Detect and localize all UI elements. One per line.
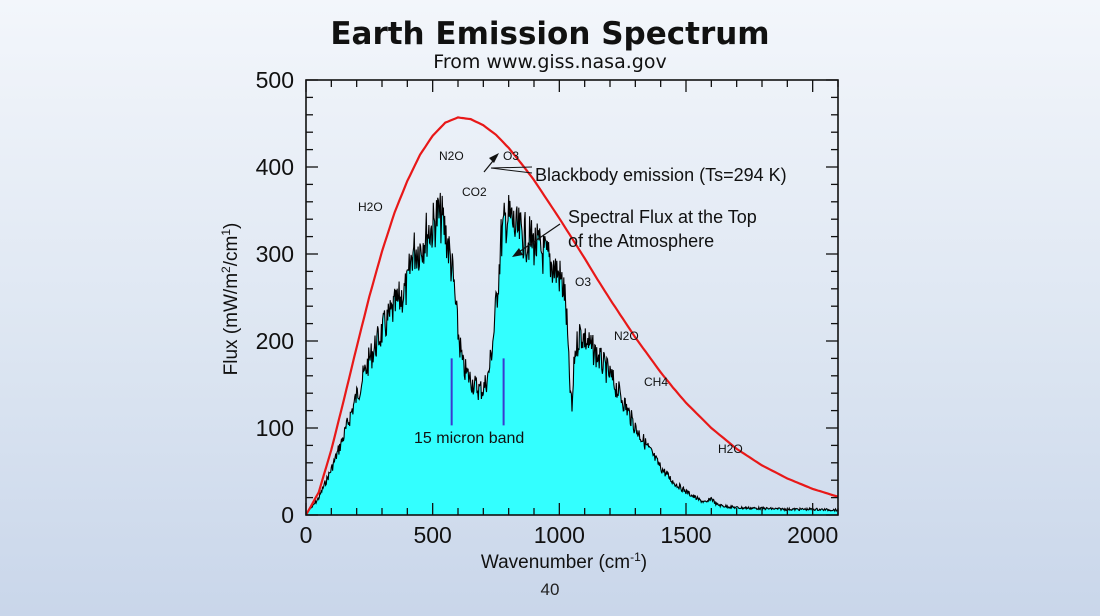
x-axis-title: Wavenumber (cm-1) — [481, 550, 647, 573]
plot-clip-group — [306, 116, 838, 515]
o3-arrow-head — [489, 153, 499, 163]
gas-label-o3-right: O3 — [575, 275, 591, 289]
y-tick-label: 100 — [256, 415, 294, 441]
y-tick-label: 200 — [256, 328, 294, 354]
blackbody-series-line — [306, 116, 838, 515]
emission-spectrum-chart: 0 500 1000 1500 2000 0 100 200 300 400 500 H2O N2O… — [219, 67, 839, 573]
band-label: 15 micron band — [414, 430, 524, 447]
flux-series-line — [306, 192, 838, 515]
slide-subtitle: From www.giss.nasa.gov — [433, 51, 667, 73]
gas-label-h2o-left: H2O — [358, 200, 383, 214]
x-tick-label: 500 — [413, 522, 451, 548]
flux-area-fill — [306, 192, 838, 515]
y-tick-label: 300 — [256, 241, 294, 267]
flux-label-line2: of the Atmosphere — [568, 231, 714, 251]
page-number: 40 — [540, 580, 560, 599]
flux-arrow-head — [512, 248, 523, 257]
blackbody-leader-line — [490, 166, 533, 174]
gas-label-h2o-right: H2O — [718, 442, 743, 456]
y-tick-label: 0 — [281, 502, 294, 528]
x-tick-label: 1500 — [660, 522, 711, 548]
slide-title: Earth Emission Spectrum — [330, 16, 770, 52]
y-tick-label: 500 — [256, 67, 294, 93]
gas-label-ch4: CH4 — [644, 375, 668, 389]
plot-frame — [305, 79, 839, 516]
plot-area — [306, 116, 838, 515]
x-tick-label: 2000 — [787, 522, 838, 548]
flux-arrow-line — [515, 223, 561, 255]
blackbody-label: Blackbody emission (Ts=294 K) — [535, 165, 787, 185]
y-tick-label: 400 — [256, 154, 294, 180]
axis-layer: 0 500 1000 1500 2000 0 100 200 300 400 500 — [256, 67, 839, 548]
x-tick-label: 0 — [300, 522, 313, 548]
gas-label-co2: CO2 — [462, 185, 487, 199]
gas-label-o3-top: O3 — [503, 149, 519, 163]
gas-label-n2o-right: N2O — [614, 329, 639, 343]
gas-label-n2o-top: N2O — [439, 149, 464, 163]
y-axis-title: Flux (mW/m2/cm1) — [219, 223, 242, 376]
flux-label-line1: Spectral Flux at the Top — [568, 207, 757, 227]
x-tick-label: 1000 — [534, 522, 585, 548]
